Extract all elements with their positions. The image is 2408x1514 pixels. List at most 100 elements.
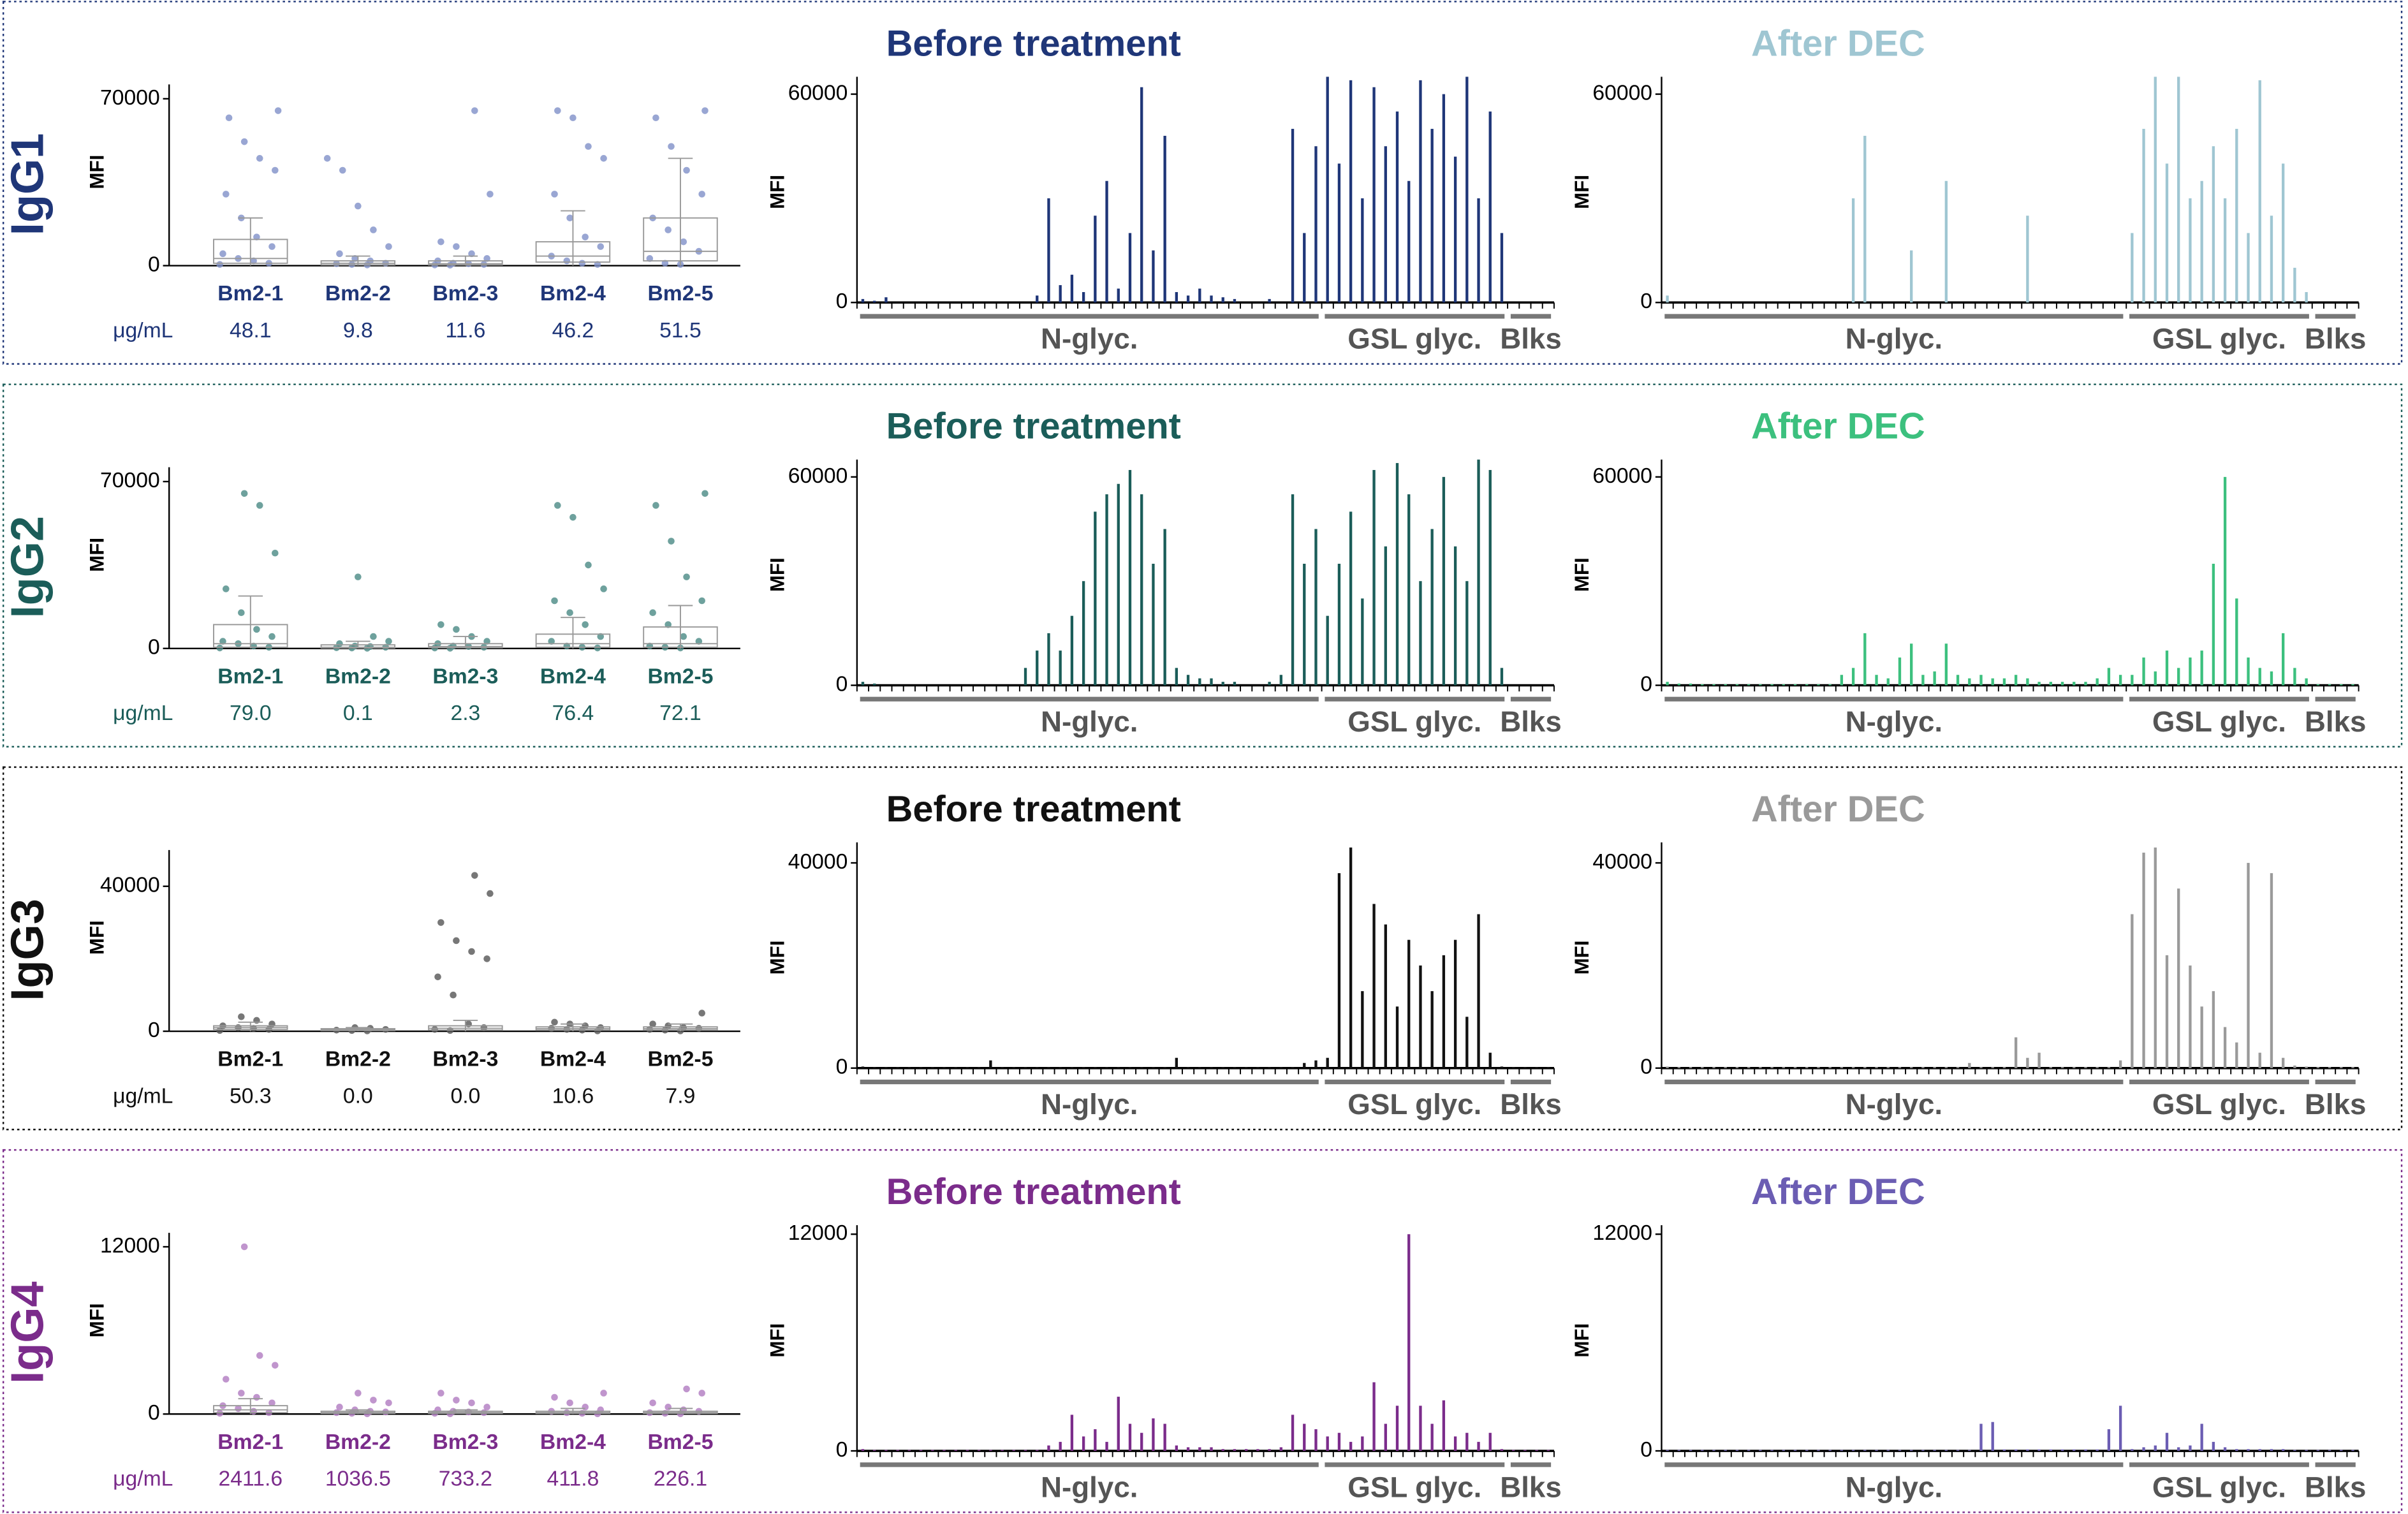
bar [1724,1067,1727,1068]
dot [268,633,275,640]
bar [1500,668,1504,686]
dot [437,238,444,246]
bar [1361,598,1364,686]
chart-title: After DEC [1751,406,1925,447]
bar [1221,682,1224,686]
category-label: Bm2-1 [217,281,283,305]
dot [664,1404,672,1411]
y-axis-label: MFI [1571,1323,1593,1358]
dot [216,1409,223,1417]
y-tick-label: 0 [836,1437,848,1462]
chart-title: After DEC [1751,1172,1925,1212]
bar [1128,469,1132,686]
bar [1105,1067,1108,1068]
dot [274,107,282,114]
bar [1407,939,1411,1068]
dot [664,621,672,628]
dot [569,114,576,122]
bar [1349,80,1353,303]
bar [1268,298,1271,303]
bar [1198,288,1201,303]
bar [2142,129,2145,303]
bar [1770,684,1773,686]
bar [2340,684,2343,686]
bar [1070,615,1074,686]
row-label: IgG1 [3,133,54,236]
bar [1689,1067,1692,1068]
box [643,217,718,262]
dot [551,1393,558,1401]
dot [569,513,576,521]
dot [434,973,441,981]
bar [1361,198,1364,303]
bar [1991,1067,1994,1068]
dot [554,107,561,114]
bar [2189,657,2192,686]
dot [661,260,669,267]
bar [1500,1449,1504,1452]
bar [1851,198,1855,303]
bar [1221,1449,1224,1452]
group-label: N-glyc. [1846,1088,1942,1121]
bar [1465,77,1469,303]
bar [2154,1445,2157,1452]
bar [1512,1067,1515,1068]
bar [1140,1432,1143,1452]
bar [1349,1441,1353,1452]
concentration: 48.1 [230,318,272,342]
bar [2026,1449,2029,1452]
dot [250,257,257,265]
bar [1875,1450,1878,1452]
bar [2026,1057,2029,1068]
bar [1817,1067,1820,1068]
bar [989,1060,992,1068]
chart-title: Before treatment [886,406,1181,447]
bar [1991,1422,1994,1452]
bar [1117,288,1120,303]
bar [1465,581,1469,686]
bar [2351,684,2354,686]
category-label: Bm2-2 [325,281,391,305]
bar [1488,111,1492,303]
bar [1956,675,1960,686]
bar [1024,1450,1027,1452]
unit-label: μg/mL [113,1084,173,1108]
row-frame [2,383,2403,748]
dot [563,1025,571,1033]
bar [2247,863,2250,1068]
bar [1303,563,1306,686]
y-tick-label: 0 [1640,1437,1652,1462]
bar [1175,291,1178,303]
bar [1314,1060,1318,1068]
group-label: N-glyc. [1846,1471,1942,1503]
bar [1840,1067,1844,1068]
dot [563,257,571,265]
bar [1805,1067,1809,1068]
bar [931,1450,934,1452]
category-label: Bm2-1 [217,664,283,688]
bar [1910,1067,1913,1068]
bar [2154,847,2157,1068]
bar [1163,529,1166,686]
bar [2316,1067,2319,1068]
dot [256,155,263,162]
bar [1701,684,1704,686]
dot [582,1404,589,1411]
dot [216,644,223,652]
dot [487,191,494,198]
bar [2014,675,2018,686]
bar [989,1450,992,1452]
bar [1036,1450,1039,1452]
bar [1291,1415,1295,1452]
concentration: 411.8 [547,1467,599,1491]
category-label: Bm2-5 [647,664,713,688]
bar [2118,675,2122,686]
dot [646,255,654,262]
dot [594,644,601,652]
bar [1337,163,1341,303]
bar [1349,847,1353,1068]
dot [683,573,690,580]
bar [1047,633,1050,686]
bar [1245,1067,1248,1068]
